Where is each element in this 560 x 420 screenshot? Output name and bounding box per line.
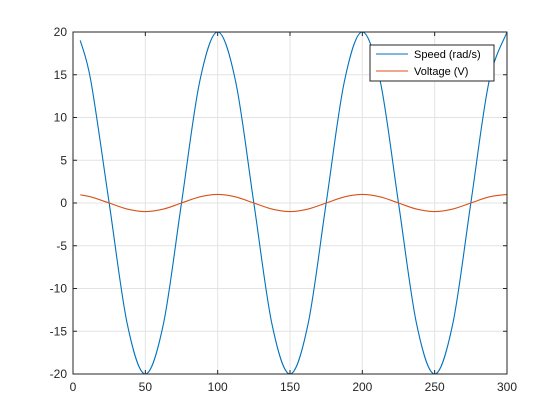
y-tick-label: -20: [50, 367, 68, 381]
legend-label: Speed (rad/s): [414, 49, 481, 61]
legend-box: [369, 44, 495, 82]
y-tick-label: -5: [56, 239, 67, 253]
y-tick-label: -10: [50, 282, 68, 296]
x-tick-label: 250: [425, 380, 445, 394]
y-tick-label: 10: [54, 111, 68, 125]
x-tick-label: 0: [70, 380, 77, 394]
legend: Speed (rad/s) Voltage (V): [369, 44, 495, 82]
y-tick-label: -15: [50, 324, 68, 338]
x-tick-label: 200: [352, 380, 372, 394]
x-tick-label: 300: [497, 380, 517, 394]
y-tick-label: 15: [54, 68, 68, 82]
x-tick-label: 150: [280, 380, 300, 394]
y-tick-label: 5: [60, 153, 67, 167]
x-tick-label: 50: [139, 380, 153, 394]
y-tick-label: 0: [60, 196, 67, 210]
y-tick-label: 20: [54, 25, 68, 39]
legend-label: Voltage (V): [414, 66, 468, 78]
x-tick-label: 100: [208, 380, 228, 394]
series-line-voltage: [80, 193, 508, 213]
ticks: 0 50 100 150 200 250 300 -20 -15 -10 -5 0 5 10 15 20: [50, 25, 518, 394]
